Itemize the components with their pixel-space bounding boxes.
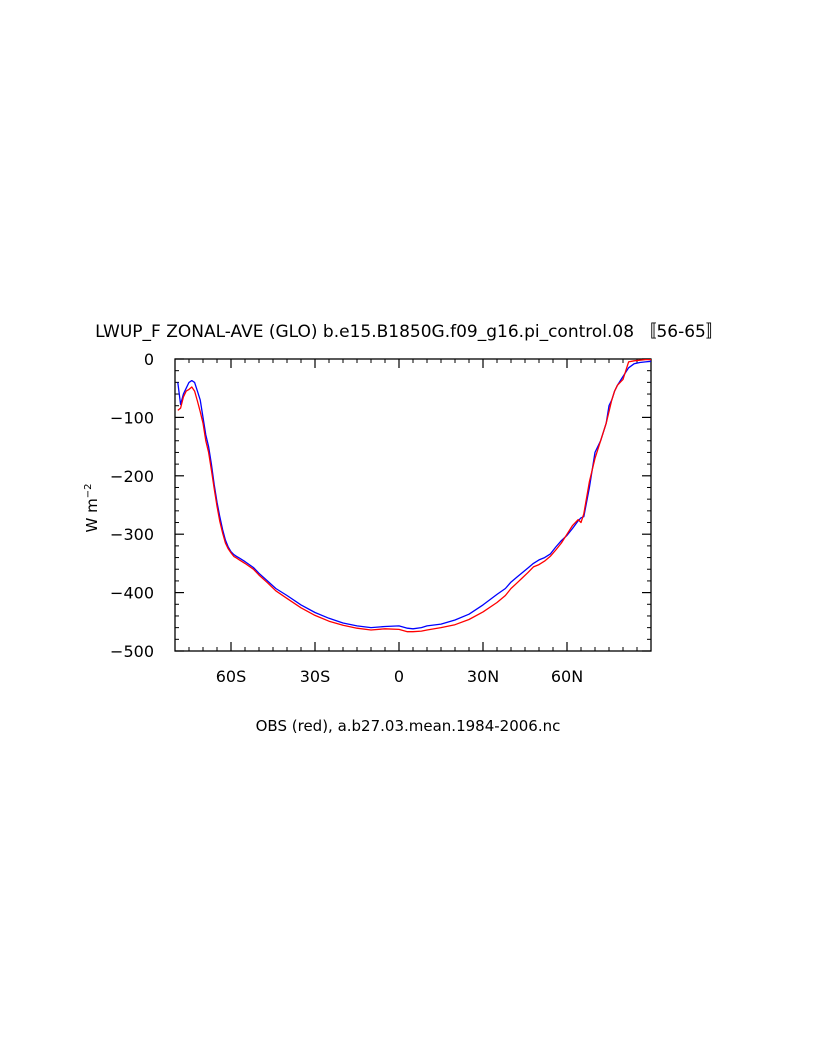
y-axis-label-text: W m: [83, 498, 101, 532]
y-tick-label: −100: [110, 408, 154, 427]
y-tick-label: −400: [110, 584, 154, 603]
x-tick-label: 30N: [467, 667, 499, 686]
chart-title: LWUP_F ZONAL-AVE (GLO) b.e15.B1850G.f09_…: [95, 322, 723, 342]
minor-ticks: [174, 359, 651, 651]
y-tick-label: −200: [110, 467, 154, 486]
x-tick-label: 30S: [300, 667, 331, 686]
series-line-1: [177, 358, 651, 633]
x-tick-label: 0: [394, 667, 404, 686]
y-axis: 0 −100 −200 −300 −400 −500: [110, 350, 651, 661]
y-tick-label: 0: [144, 350, 154, 369]
y-tick-label: −500: [110, 642, 154, 661]
series-layer: [177, 358, 652, 633]
plot-frame: [174, 358, 652, 652]
y-axis-label: W m−2: [83, 484, 101, 533]
plot-area: 60S 30S 0 30N 60N 0 −100 −200 −300 −400 −500: [110, 350, 652, 686]
x-axis-label: OBS (red), a.b27.03.mean.1984-2006.nc: [256, 717, 561, 735]
x-tick-label: 60N: [551, 667, 583, 686]
x-axis: 60S 30S 0 30N 60N: [216, 359, 583, 686]
series-line-0: [177, 360, 652, 630]
y-axis-label-exponent: −2: [83, 484, 94, 499]
x-tick-label: 60S: [216, 667, 247, 686]
y-tick-label: −300: [110, 525, 154, 544]
